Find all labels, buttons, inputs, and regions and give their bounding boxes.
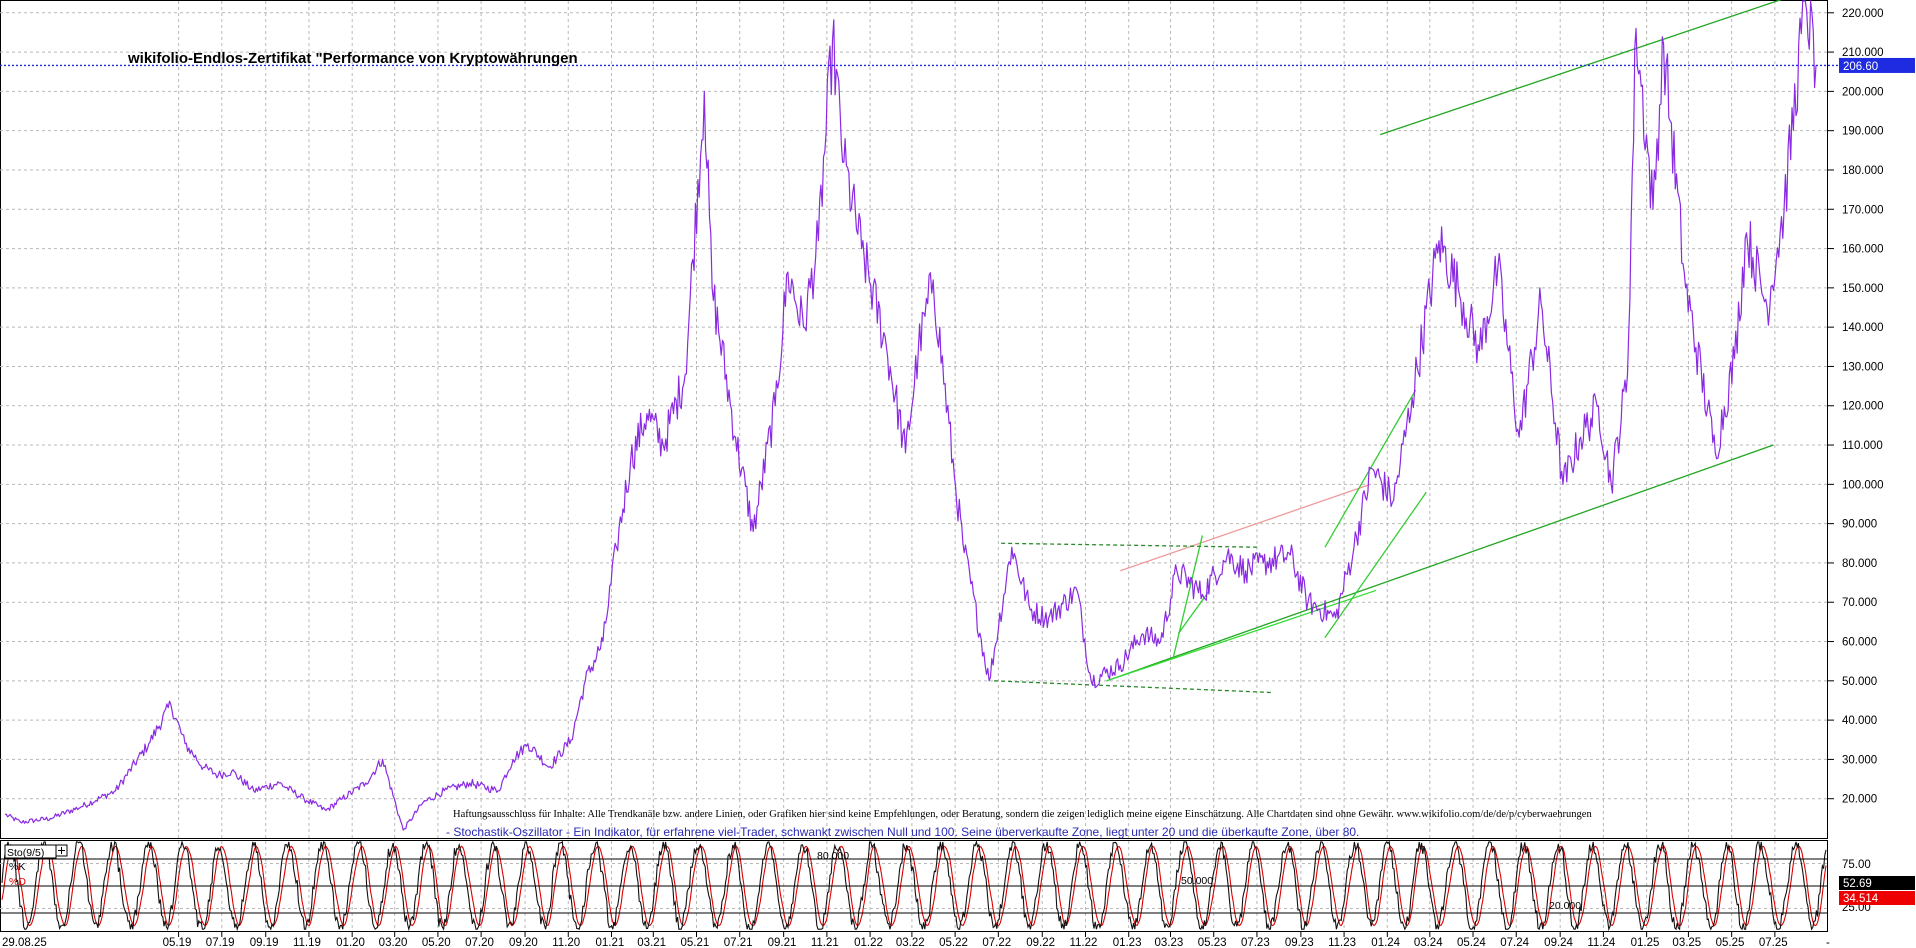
y-tick-label: 50.000 (1842, 676, 1877, 688)
y-tick-label: 100.000 (1842, 479, 1884, 491)
x-tick-label: 11.22 (1069, 937, 1097, 948)
x-tick-label: 05.24 (1457, 937, 1486, 948)
level-50-label: 50.000 (1181, 875, 1213, 887)
x-tick-label: 09.20 (509, 937, 538, 948)
k-value-label: 52.69 (1843, 878, 1872, 890)
x-tick-label: 05.20 (422, 937, 451, 948)
trendline (1380, 0, 1783, 136)
stochastic-k-line (1, 839, 1827, 932)
d-value-label: 34.514 (1843, 893, 1879, 905)
y-tick-label: 120.000 (1842, 401, 1884, 413)
k-value-box (1839, 876, 1915, 890)
x-tick-label: 07.24 (1500, 937, 1529, 948)
x-tick-label: 01.23 (1113, 937, 1142, 948)
x-tick-label: 03.23 (1155, 937, 1184, 948)
x-axis-end-marker: - (1826, 937, 1830, 948)
y-tick-label: 160.000 (1842, 244, 1884, 256)
trendline (1172, 535, 1204, 658)
x-tick-label: 05.19 (163, 937, 192, 948)
y-tick-label: 30.000 (1842, 754, 1877, 766)
trendline (1106, 589, 1377, 682)
x-tick-label: 01.22 (854, 937, 883, 948)
d-legend-label: %D (9, 876, 26, 888)
y-tick-label: 60.000 (1842, 637, 1877, 649)
main-y-axis: 20.000 30.000 40.000 50.000 60.000 70.000 80.0… (1828, 8, 1884, 806)
x-tick-label: 01.20 (336, 937, 365, 948)
x-tick-label: 01.21 (595, 937, 624, 948)
x-tick-label: 03.20 (379, 937, 408, 948)
y-tick-label: 190.000 (1842, 126, 1884, 138)
x-tick-label: 07.25 (1759, 937, 1788, 948)
x-tick-label: 11.24 (1587, 937, 1616, 948)
k-legend-label: %K (9, 861, 25, 873)
y-tick-label: 150.000 (1842, 283, 1884, 295)
y-tick-label: 80.000 (1842, 558, 1877, 570)
disclaimer-text: Haftungsausschluss für Inhalte: Alle Tre… (453, 809, 1592, 820)
main-gridlines (0, 1, 1828, 838)
chart-title: wikifolio-Endlos-Zertifikat "Performance… (127, 50, 578, 67)
x-tick-label: 07.21 (724, 937, 753, 948)
oscillator-description: - Stochastik-Oszillator - Ein Indikator,… (446, 825, 1359, 839)
x-tick-label: 09.24 (1544, 937, 1573, 948)
trendline (1001, 542, 1257, 548)
x-tick-label: 05.25 (1716, 937, 1745, 948)
x-tick-label: 09.21 (768, 937, 797, 948)
d-value-box (1839, 891, 1915, 905)
osc-tick-75: 75.00 (1842, 859, 1871, 871)
y-tick-label: 20.000 (1842, 794, 1877, 806)
y-tick-label: 90.000 (1842, 519, 1877, 531)
y-tick-label: 140.000 (1842, 322, 1884, 334)
trendline (994, 680, 1274, 694)
x-tick-label: 09.19 (250, 937, 279, 948)
x-tick-label: 11.20 (552, 937, 580, 948)
oscillator-y-axis: 75.00 25.00 52.69 34.514 (1839, 859, 1915, 914)
main-axis-background (1828, 0, 1916, 838)
y-tick-label: 210.000 (1842, 47, 1884, 59)
x-tick-label: 05.22 (939, 937, 968, 948)
y-tick-label: 40.000 (1842, 715, 1877, 727)
oscillator-name: Sto(9/5) (7, 847, 44, 859)
oscillator-level-lines: 80.000 50.000 20.000 (0, 850, 1828, 914)
x-tick-label: 03.24 (1414, 937, 1443, 948)
y-tick-label: 170.000 (1842, 204, 1884, 216)
main-panel-border (0, 0, 1828, 839)
level-20-label: 20.000 (1549, 900, 1581, 912)
x-tick-label: 09.23 (1285, 937, 1314, 948)
x-tick-label: 03.21 (637, 937, 666, 948)
x-tick-label: 11.23 (1328, 937, 1356, 948)
x-tick-label: 05.23 (1198, 937, 1227, 948)
main-panel-background (0, 0, 1828, 838)
x-tick-label: 01.25 (1631, 937, 1660, 948)
x-tick-label: 05.21 (681, 937, 710, 948)
trendline (1106, 444, 1774, 682)
trendline (1119, 483, 1371, 572)
x-tick-label: 03.25 (1672, 937, 1701, 948)
x-tick-label: 07.19 (206, 937, 235, 948)
trendline (1324, 491, 1427, 638)
x-tick-label: 01.24 (1371, 937, 1400, 948)
x-tick-label: 07.22 (982, 937, 1011, 948)
last-value-label: 206.60 (1843, 61, 1878, 73)
x-tick-label: 07.20 (465, 937, 494, 948)
x-tick-label: 07.23 (1241, 937, 1270, 948)
x-tick-label: 09.22 (1026, 937, 1055, 948)
y-tick-label: 220.000 (1842, 8, 1884, 20)
y-tick-label: 180.000 (1842, 165, 1884, 177)
y-tick-label: 110.000 (1842, 440, 1883, 452)
y-tick-label: 70.000 (1842, 597, 1877, 609)
y-tick-label: 130.000 (1842, 361, 1884, 373)
trendlines (994, 0, 1783, 694)
x-axis: 29.08.25 05.19 07.19 09.19 11.19 01.20 03.20 05… (2, 932, 1830, 948)
last-value-marker: 206.60 (1839, 57, 1915, 73)
level-80-label: 80.000 (817, 850, 849, 862)
oscillator-legend: Sto(9/5) %K %D (4, 844, 68, 888)
x-tick-label: 03.22 (896, 937, 925, 948)
price-series-line (4, 0, 1817, 831)
x-tick-label: 29.08.25 (2, 937, 47, 948)
x-tick-label: 11.21 (811, 937, 839, 948)
y-tick-label: 200.000 (1842, 86, 1884, 98)
x-tick-label: 11.19 (293, 937, 321, 948)
last-value-box (1839, 57, 1915, 73)
